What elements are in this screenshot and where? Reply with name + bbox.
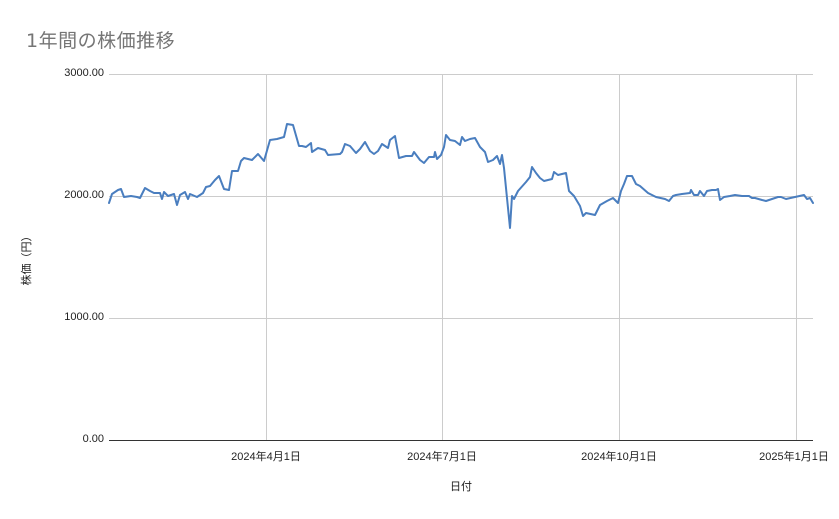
- y-tick-label: 0.00: [82, 433, 104, 445]
- x-tick-label: 2024年10月1日: [581, 451, 657, 463]
- y-tick-label: 1000.00: [64, 311, 104, 323]
- y-axis-title: 株価（円）: [20, 230, 33, 286]
- vertical-gridlines: [266, 74, 797, 440]
- x-tick-label: 2024年4月1日: [231, 451, 301, 463]
- horizontal-gridlines: [109, 74, 813, 319]
- x-axis-title: 日付: [450, 480, 472, 493]
- price-line: [108, 123, 814, 229]
- chart-title: 1年間の株価推移: [26, 30, 176, 52]
- x-tick-label: 2024年7月1日: [407, 451, 477, 463]
- y-tick-label: 3000.00: [64, 67, 104, 79]
- y-tick-label: 2000.00: [64, 189, 104, 201]
- x-tick-label: 2025年1月1日: [759, 451, 829, 463]
